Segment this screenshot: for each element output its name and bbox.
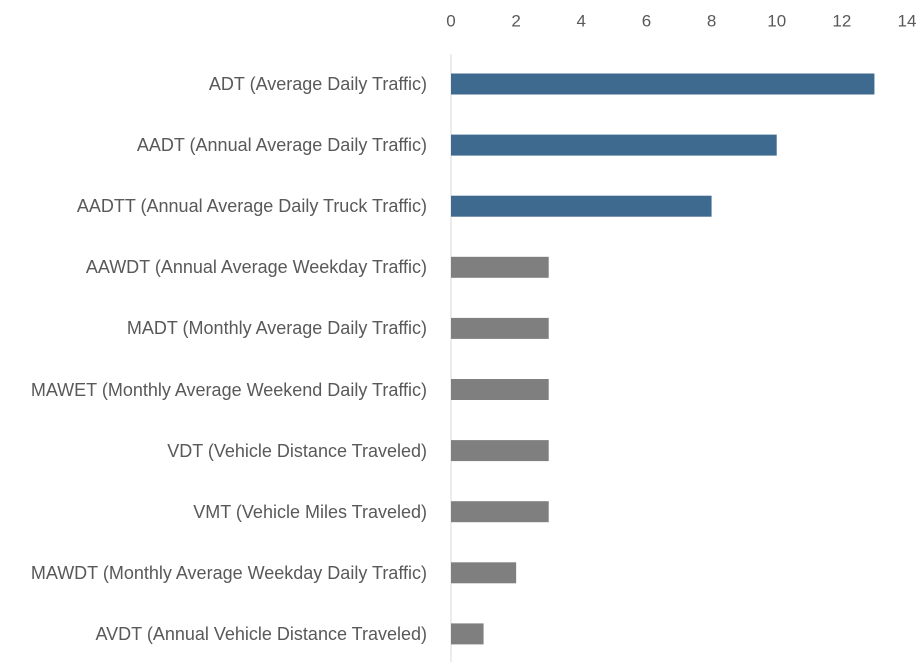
y-tick-label: AADTT (Annual Average Daily Truck Traffi… — [76, 196, 427, 217]
bar — [451, 195, 712, 217]
bar — [451, 317, 549, 339]
bar — [451, 134, 777, 156]
bar — [451, 562, 517, 584]
x-tick-label: 14 — [898, 11, 917, 30]
x-tick-label: 0 — [446, 11, 455, 30]
x-tick-label: 6 — [642, 11, 651, 30]
x-tick-label: 12 — [832, 11, 851, 30]
bar — [451, 623, 484, 645]
category-label-box: VMT (Vehicle Miles Traveled) — [193, 482, 427, 542]
bar — [451, 440, 549, 462]
category-label-box: AADTT (Annual Average Daily Truck Traffi… — [77, 176, 427, 236]
category-label-box: AADT (Annual Average Daily Traffic) — [137, 115, 427, 175]
category-label-box: AVDT (Annual Vehicle Distance Traveled) — [96, 604, 428, 664]
x-tick-label: 8 — [707, 11, 716, 30]
category-label-box: MAWET (Monthly Average Weekend Daily Tra… — [31, 360, 427, 420]
y-tick-label: AAWDT (Annual Average Weekday Traffic) — [85, 257, 427, 278]
category-label-box: MADT (Monthly Average Daily Traffic) — [127, 298, 427, 358]
y-tick-label: MAWDT (Monthly Average Weekday Daily Tra… — [30, 562, 427, 583]
x-tick-label: 10 — [767, 11, 786, 30]
x-tick-label: 4 — [577, 11, 586, 30]
bar — [451, 379, 549, 400]
bar — [451, 501, 549, 523]
bar — [451, 73, 875, 95]
y-tick-label: VDT (Vehicle Distance Traveled) — [167, 440, 427, 461]
category-label-box: VDT (Vehicle Distance Traveled) — [167, 421, 427, 481]
y-tick-label: AVDT (Annual Vehicle Distance Traveled) — [95, 623, 428, 644]
y-tick-label: MAWET (Monthly Average Weekend Daily Tra… — [30, 379, 427, 400]
x-tick-label: 2 — [511, 11, 520, 30]
y-tick-label: MADT (Monthly Average Daily Traffic) — [126, 318, 427, 339]
y-tick-label: AADT (Annual Average Daily Traffic) — [136, 135, 427, 156]
category-label-box: AAWDT (Annual Average Weekday Traffic) — [86, 237, 427, 297]
y-tick-label: ADT (Average Daily Traffic) — [208, 74, 427, 94]
bar — [451, 256, 549, 278]
y-tick-label: VMT (Vehicle Miles Traveled) — [193, 501, 427, 522]
category-label-box: ADT (Average Daily Traffic) — [209, 54, 427, 114]
category-label-box: MAWDT (Monthly Average Weekday Daily Tra… — [31, 543, 427, 603]
